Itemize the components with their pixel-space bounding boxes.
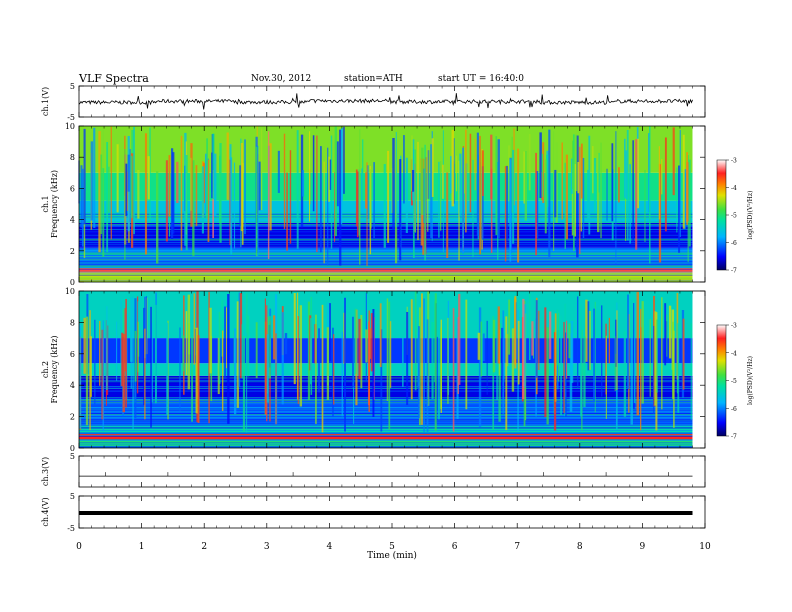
colorbar-label: log(PSD)(V²/Hz) <box>747 191 754 240</box>
ytick-label: 2 <box>70 413 75 422</box>
ytick-label: 10 <box>65 287 75 296</box>
x-tick-label: 5 <box>389 542 395 552</box>
y-axis-label: ch.2 <box>41 361 50 378</box>
colorbar-tick-label: -4 <box>731 185 737 192</box>
ytick-label: 6 <box>70 184 75 193</box>
x-tick-label: 1 <box>139 542 145 552</box>
x-tick-label: 9 <box>640 542 646 552</box>
spectrogram-band <box>79 426 693 434</box>
colorbar-tick-label: -7 <box>731 434 737 441</box>
colorbar-tick-label: -6 <box>731 240 737 247</box>
colorbar-label: log(PSD)(V²/Hz) <box>747 356 754 405</box>
x-tick-label: 10 <box>699 542 711 552</box>
ytick-label: -5 <box>67 524 75 533</box>
ytick-label: 5 <box>70 452 75 461</box>
spectrogram-band <box>79 338 693 364</box>
colorbar <box>716 159 727 271</box>
colorbar-tick-label: -6 <box>731 406 737 413</box>
x-tick-label: 8 <box>577 542 583 552</box>
x-axis-label: Time (min) <box>367 550 417 561</box>
ytick-label: -5 <box>67 113 75 122</box>
ytick-label: 6 <box>70 350 75 359</box>
ytick-label: 4 <box>70 216 75 225</box>
y-axis-label: ch.4(V) <box>41 497 50 526</box>
ytick-label: 0 <box>70 278 75 287</box>
x-tick-label: 4 <box>327 542 333 552</box>
ytick-label: 4 <box>70 381 75 390</box>
ytick-label: 5 <box>70 492 75 501</box>
colorbar <box>716 324 727 437</box>
ch1-spectrogram <box>78 125 729 283</box>
y-axis-label: ch.1 <box>41 195 50 212</box>
x-tick-label: 7 <box>514 542 520 552</box>
x-tick-label: 2 <box>201 542 207 552</box>
y-axis-label: Frequency (kHz) <box>50 170 59 238</box>
spectrogram-band <box>79 267 693 273</box>
ytick-label: 8 <box>70 318 75 327</box>
y-axis-label: Frequency (kHz) <box>50 335 59 403</box>
figure-title: VLF Spectra <box>79 72 149 85</box>
station-label: station=ATH <box>344 74 403 84</box>
start-time-label: start UT = 16:40:0 <box>438 74 524 84</box>
spectrogram-band <box>79 363 693 376</box>
colorbar-tick-label: -3 <box>731 323 737 330</box>
ytick-label: 0 <box>70 444 75 453</box>
ytick-label: 2 <box>70 247 75 256</box>
colorbar-tick-label: -4 <box>731 350 737 357</box>
observation-date: Nov.30, 2012 <box>251 74 312 84</box>
spectrogram-band <box>79 272 693 282</box>
ytick-label: 5 <box>70 82 75 91</box>
colorbar-tick-label: -7 <box>731 268 737 275</box>
colorbar-tick-label: -5 <box>731 213 737 220</box>
x-tick-label: 0 <box>76 542 82 552</box>
waveform-trace <box>78 93 693 110</box>
ytick-label: 10 <box>65 122 75 131</box>
y-axis-label: ch.1(V) <box>41 87 50 116</box>
spectrogram-band <box>79 291 693 339</box>
colorbar-tick-label: -3 <box>731 158 737 165</box>
colorbar-tick-label: -5 <box>731 378 737 385</box>
ch2-spectrogram <box>78 290 729 449</box>
spectrogram-band <box>79 375 693 401</box>
y-axis-label: ch.3(V) <box>41 457 50 486</box>
x-tick-label: 6 <box>452 542 458 552</box>
x-tick-label: 3 <box>264 542 270 552</box>
ytick-label: 8 <box>70 153 75 162</box>
spectrogram-band <box>79 433 693 441</box>
